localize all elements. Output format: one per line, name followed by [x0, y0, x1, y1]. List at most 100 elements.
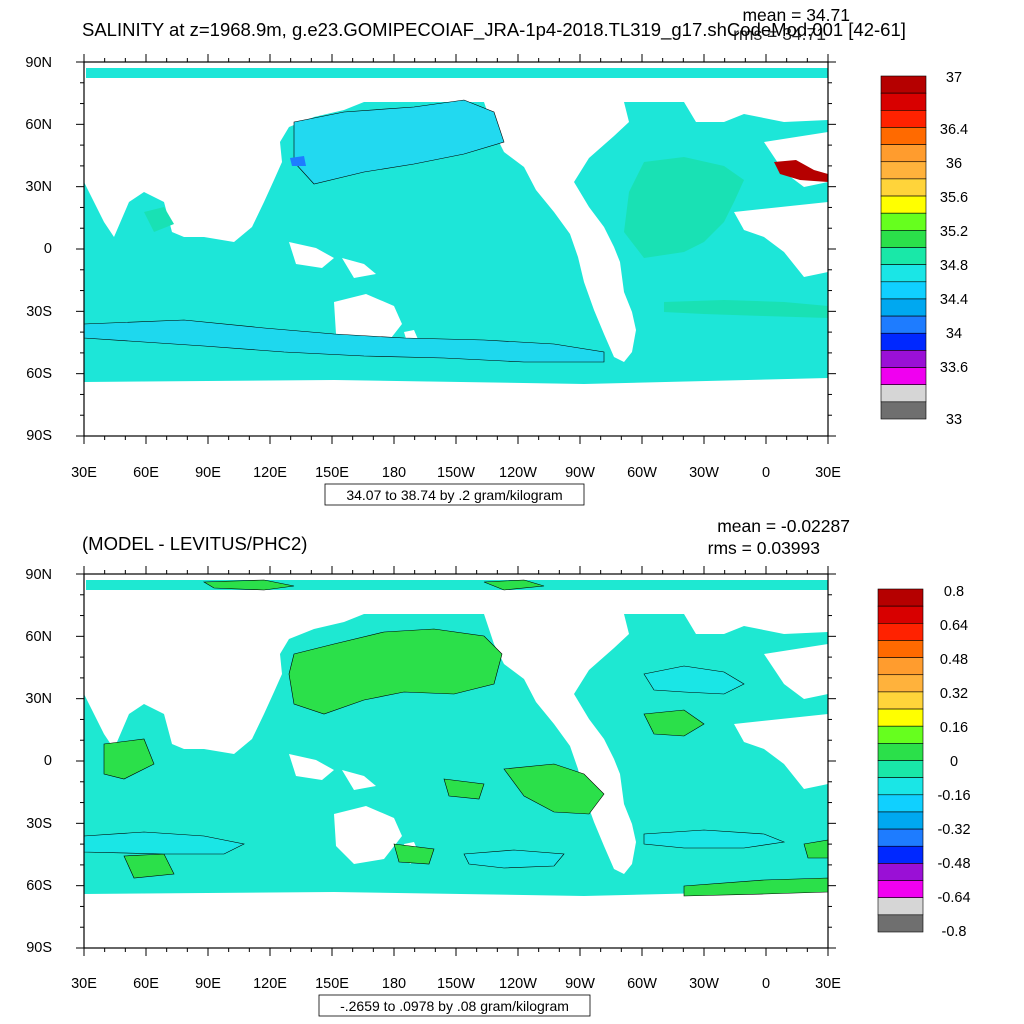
colorbar-swatch — [880, 281, 927, 300]
bottom-lon-label: 150W — [437, 976, 475, 992]
top-axis-ticks — [76, 54, 836, 444]
top-north-atlantic — [624, 157, 744, 258]
colorbar-swatch — [880, 92, 927, 111]
top-lon-label: 150E — [315, 465, 349, 481]
top-lat-labels: 90N 60N 30N 0 30S 60S 90S — [25, 55, 52, 444]
bottom-colorbar-label: 0.8 — [944, 584, 964, 600]
colorbar-swatch — [880, 367, 927, 385]
colorbar-swatch — [877, 674, 924, 693]
colorbar-swatch — [877, 897, 924, 916]
bottom-lon-label: 30E — [815, 976, 841, 992]
top-mediterranean-outflow — [774, 160, 828, 182]
top-lon-label: 60W — [627, 465, 657, 481]
top-lon-label: 120E — [253, 465, 287, 481]
colorbar-swatch — [880, 75, 927, 94]
colorbar-swatch — [880, 332, 927, 351]
bottom-lat-label: 30N — [25, 691, 52, 707]
top-colorbar-label: 34.4 — [940, 292, 968, 308]
top-south-atlantic — [664, 300, 828, 318]
bottom-positive-anomalies — [103, 579, 829, 897]
colorbar-swatch — [877, 743, 924, 761]
top-lon-label: 180 — [382, 465, 406, 481]
top-colorbar-label: 36 — [946, 156, 962, 172]
top-colorbar — [880, 75, 927, 420]
bottom-colorbar-label: -0.64 — [937, 890, 970, 906]
colorbar-swatch — [880, 144, 927, 163]
top-lon-label: 120W — [499, 465, 537, 481]
bottom-lon-label: 150E — [315, 976, 349, 992]
top-southern-band — [83, 319, 605, 363]
bottom-lon-label: 90W — [565, 976, 595, 992]
top-lon-label: 90E — [195, 465, 221, 481]
top-land — [84, 78, 828, 436]
top-lat-label: 90N — [25, 55, 52, 71]
panel-top-salinity: SALINITY at z=1968.9m, g.e23.GOMIPECOIAF… — [25, 5, 968, 506]
top-arabian-sea — [144, 207, 174, 232]
bottom-lat-label: 60S — [26, 878, 52, 894]
bottom-lon-label: 30E — [71, 976, 97, 992]
top-lon-label: 30W — [689, 465, 719, 481]
colorbar-swatch — [877, 588, 924, 607]
bottom-lat-label: 0 — [44, 753, 52, 769]
top-lat-label: 30N — [25, 179, 52, 195]
colorbar-swatch — [880, 264, 927, 283]
colorbar-swatch — [877, 691, 924, 710]
bottom-colorbar-label: -0.16 — [937, 788, 970, 804]
colorbar-swatch — [877, 845, 924, 864]
bottom-lon-label: 120E — [253, 976, 287, 992]
bottom-rms-label: rms = 0.03993 — [708, 538, 820, 558]
top-lat-label: 90S — [26, 428, 52, 444]
bottom-lon-label: 60E — [133, 976, 159, 992]
top-colorbar-label: 33.6 — [940, 360, 968, 376]
bottom-lat-label: 30S — [26, 816, 52, 832]
colorbar-swatch — [880, 110, 927, 128]
colorbar-swatch — [880, 230, 927, 248]
top-lat-label: 30S — [26, 304, 52, 320]
top-mean-label: mean = 34.71 — [742, 5, 850, 25]
bottom-colorbar-labels: 0.8 0.64 0.48 0.32 0.16 0 -0.16 -0.32 -0… — [937, 584, 970, 940]
colorbar-swatch — [877, 605, 924, 624]
colorbar-swatch — [877, 760, 924, 778]
panel-bottom-difference: (MODEL - LEVITUS/PHC2) mean = -0.02287 r… — [25, 516, 971, 1017]
top-north-pacific-contour — [293, 99, 505, 185]
top-lat-label: 60N — [25, 117, 52, 133]
bottom-map — [83, 573, 829, 949]
colorbar-swatch — [880, 298, 927, 317]
top-range-box — [324, 483, 585, 506]
top-colorbar-label: 35.6 — [940, 190, 968, 206]
bottom-title: (MODEL - LEVITUS/PHC2) — [82, 533, 307, 554]
bottom-lon-label: 0 — [762, 976, 770, 992]
top-colorbar-label: 37 — [946, 70, 962, 86]
bottom-colorbar-label: 0.32 — [940, 686, 968, 702]
bottom-colorbar-label: -0.48 — [937, 856, 970, 872]
colorbar-swatch — [877, 811, 924, 830]
top-colorbar-label: 33 — [946, 412, 962, 428]
colorbar-swatch — [880, 384, 927, 403]
top-colorbar-label: 36.4 — [940, 122, 968, 138]
colorbar-swatch — [877, 880, 924, 898]
top-lat-label: 60S — [26, 366, 52, 382]
bottom-land — [84, 590, 828, 948]
colorbar-swatch — [880, 315, 927, 334]
colorbar-swatch — [877, 794, 924, 813]
colorbar-swatch — [880, 127, 927, 145]
top-range-label: 34.07 to 38.74 by .2 gram/kilogram — [346, 487, 562, 503]
bottom-colorbar-label: 0.48 — [940, 652, 968, 668]
top-colorbar-labels: 37 36.4 36 35.6 35.2 34.8 34.4 34 33.6 3… — [940, 70, 968, 428]
bottom-colorbar-label: 0.64 — [940, 618, 968, 634]
top-map — [83, 61, 829, 437]
colorbar-swatch — [880, 247, 927, 265]
top-colorbar-label: 34 — [946, 326, 962, 342]
colorbar-swatch — [880, 178, 927, 197]
bottom-colorbar-label: 0 — [950, 754, 958, 770]
top-colorbar-label: 34.8 — [940, 258, 968, 274]
colorbar-swatch — [877, 914, 924, 933]
bottom-lat-labels: 90N 60N 30N 0 30S 60S 90S — [25, 567, 52, 956]
bottom-range-box — [318, 994, 591, 1017]
top-okhotsk — [290, 156, 306, 166]
colorbar-swatch — [880, 212, 927, 231]
bottom-lon-labels: 30E 60E 90E 120E 150E 180 150W 120W 90W … — [71, 976, 841, 992]
colorbar-swatch — [877, 725, 924, 744]
top-lon-label: 30E — [815, 465, 841, 481]
